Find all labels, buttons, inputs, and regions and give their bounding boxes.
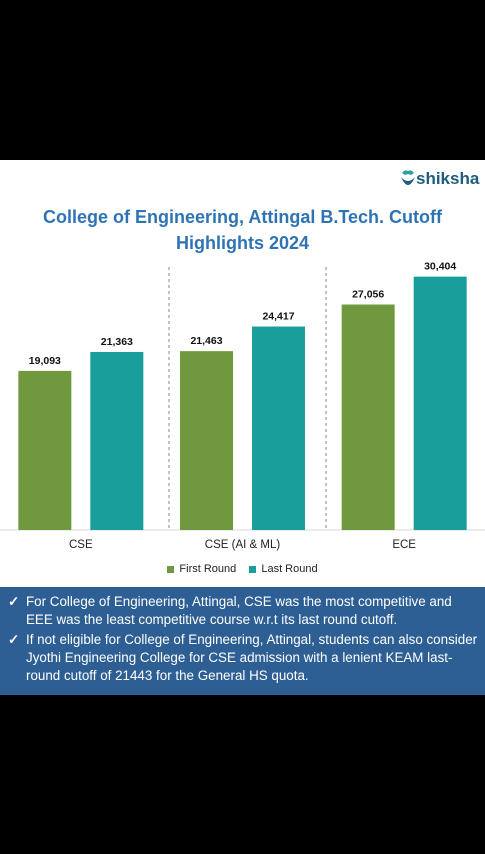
shiksha-logo: shiksha <box>399 165 479 195</box>
note-text: For College of Engineering, Attingal, CS… <box>26 594 452 627</box>
data-label: 30,404 <box>424 261 456 273</box>
chart-title: College of Engineering, Attingal B.Tech.… <box>0 204 485 256</box>
bar-last-round <box>413 276 467 530</box>
bar-first-round <box>18 370 72 530</box>
legend-swatch-last-round <box>249 565 257 573</box>
data-label: 21,463 <box>190 335 222 347</box>
data-label: 24,417 <box>262 311 294 323</box>
chart-title-line-1: College of Engineering, Attingal B.Tech.… <box>43 207 442 227</box>
data-label: 21,363 <box>101 336 133 348</box>
chart-title-line-2: Highlights 2024 <box>175 233 310 253</box>
note-text: If not eligible for College of Engineeri… <box>26 632 478 683</box>
legend-label-first-round: First Round <box>179 563 237 575</box>
legend-item-first-round: First Round <box>167 563 236 575</box>
note-item: ✓ For College of Engineering, Attingal, … <box>8 593 478 629</box>
legend-label-last-round: Last Round <box>261 563 318 575</box>
check-icon: ✓ <box>8 594 20 609</box>
note-item: ✓ If not eligible for College of Enginee… <box>8 631 478 685</box>
x-tick-label: CSE (AI & ML) <box>205 539 281 551</box>
bar-last-round <box>90 351 144 530</box>
x-tick-label: ECE <box>392 539 416 551</box>
x-tick-label: CSE <box>69 539 93 551</box>
notes-panel: ✓ For College of Engineering, Attingal, … <box>0 587 485 695</box>
data-label: 27,056 <box>352 289 384 301</box>
legend-swatch-first-round <box>167 565 175 573</box>
shiksha-logo-icon <box>401 170 415 185</box>
shiksha-logo-text: shiksha <box>416 169 480 188</box>
bar-first-round <box>341 304 395 530</box>
data-label: 19,093 <box>29 355 61 367</box>
bar-chart: 19,093 21,363 CSE 21,463 24,417 CSE (AI & ML)… <box>0 261 485 551</box>
check-icon: ✓ <box>8 632 20 647</box>
bar-first-round <box>180 351 233 530</box>
legend-item-last-round: Last Round <box>249 563 318 575</box>
bar-last-round <box>252 326 305 530</box>
chart-legend: First Round Last Round <box>0 563 485 576</box>
